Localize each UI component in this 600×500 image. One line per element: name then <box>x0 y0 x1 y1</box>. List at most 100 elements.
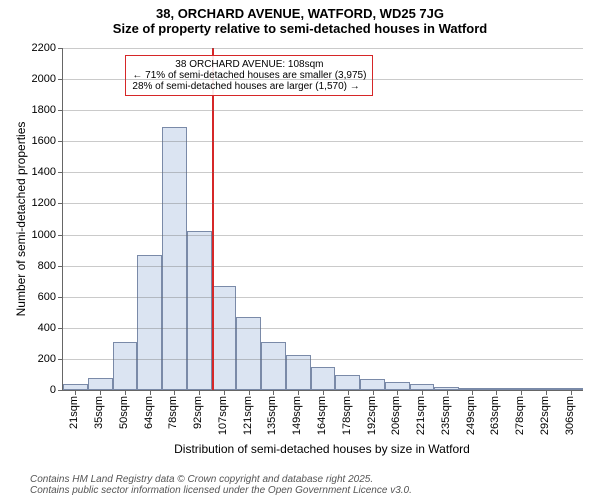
attribution: Contains HM Land Registry data © Crown c… <box>30 474 412 496</box>
x-tick-label: 164sqm <box>316 396 328 435</box>
y-tick <box>58 328 63 329</box>
x-tick-label: 249sqm <box>465 396 477 435</box>
x-tick-label: 278sqm <box>514 396 526 435</box>
x-tick-label: 192sqm <box>366 396 378 435</box>
y-tick <box>58 359 63 360</box>
y-tick <box>58 390 63 391</box>
x-tick-label: 121sqm <box>242 396 254 435</box>
x-tick <box>75 390 76 395</box>
y-tick-label: 800 <box>22 260 56 272</box>
y-gridline <box>63 110 583 111</box>
x-tick <box>100 390 101 395</box>
y-tick <box>58 297 63 298</box>
y-tick <box>58 48 63 49</box>
y-tick <box>58 203 63 204</box>
x-tick-label: 263sqm <box>489 396 501 435</box>
y-gridline <box>63 172 583 173</box>
x-tick <box>323 390 324 395</box>
y-tick-label: 1600 <box>22 135 56 147</box>
y-tick <box>58 79 63 80</box>
y-tick-label: 400 <box>22 322 56 334</box>
x-tick <box>472 390 473 395</box>
y-tick-label: 1400 <box>22 166 56 178</box>
y-gridline <box>63 359 583 360</box>
x-tick <box>397 390 398 395</box>
histogram-bar <box>212 286 237 390</box>
attribution-line-1: Contains HM Land Registry data © Crown c… <box>30 474 412 485</box>
x-tick-label: 235sqm <box>440 396 452 435</box>
x-tick-label: 35sqm <box>93 396 105 429</box>
x-tick <box>125 390 126 395</box>
x-tick <box>447 390 448 395</box>
y-tick-label: 600 <box>22 291 56 303</box>
x-tick-label: 292sqm <box>539 396 551 435</box>
y-gridline <box>63 328 583 329</box>
y-gridline <box>63 48 583 49</box>
x-tick <box>174 390 175 395</box>
histogram-bar <box>113 342 138 390</box>
y-tick-label: 1000 <box>22 229 56 241</box>
reference-line <box>212 48 214 390</box>
y-gridline <box>63 235 583 236</box>
x-tick-label: 78sqm <box>167 396 179 429</box>
x-tick <box>496 390 497 395</box>
chart-container: 38, ORCHARD AVENUE, WATFORD, WD25 7JG Si… <box>0 0 600 500</box>
y-tick-label: 2000 <box>22 73 56 85</box>
y-gridline <box>63 79 583 80</box>
y-gridline <box>63 203 583 204</box>
y-gridline <box>63 297 583 298</box>
x-tick-label: 50sqm <box>118 396 130 429</box>
annotation-line: 28% of semi-detached houses are larger (… <box>132 81 366 92</box>
x-tick <box>249 390 250 395</box>
y-tick-label: 0 <box>22 384 56 396</box>
histogram-bar <box>162 127 187 390</box>
y-gridline <box>63 266 583 267</box>
histogram-bar <box>137 255 162 390</box>
x-tick-label: 21sqm <box>68 396 80 429</box>
x-tick-label: 64sqm <box>143 396 155 429</box>
reference-annotation: 38 ORCHARD AVENUE: 108sqm← 71% of semi-d… <box>125 55 373 96</box>
x-tick-label: 221sqm <box>415 396 427 435</box>
x-tick <box>150 390 151 395</box>
y-tick-label: 2200 <box>22 42 56 54</box>
y-tick <box>58 235 63 236</box>
histogram-bar <box>286 355 311 390</box>
x-tick <box>546 390 547 395</box>
x-tick-label: 107sqm <box>217 396 229 435</box>
x-axis-label: Distribution of semi-detached houses by … <box>62 442 582 456</box>
histogram-bar <box>311 367 336 390</box>
x-tick-label: 206sqm <box>390 396 402 435</box>
histogram-bar <box>261 342 286 390</box>
x-tick <box>373 390 374 395</box>
y-tick <box>58 141 63 142</box>
histogram-bar <box>360 379 385 390</box>
y-tick <box>58 266 63 267</box>
plot-area: 38 ORCHARD AVENUE: 108sqm← 71% of semi-d… <box>62 48 583 391</box>
title-line-2: Size of property relative to semi-detach… <box>0 21 600 36</box>
x-tick <box>422 390 423 395</box>
histogram-bar <box>187 231 212 390</box>
x-tick-label: 178sqm <box>341 396 353 435</box>
x-tick-label: 306sqm <box>564 396 576 435</box>
x-tick-label: 135sqm <box>266 396 278 435</box>
x-tick <box>521 390 522 395</box>
histogram-bar <box>335 375 360 390</box>
x-tick <box>298 390 299 395</box>
histogram-bar <box>385 382 410 390</box>
y-tick-label: 200 <box>22 353 56 365</box>
y-gridline <box>63 141 583 142</box>
x-tick <box>571 390 572 395</box>
attribution-line-2: Contains public sector information licen… <box>30 485 412 496</box>
y-tick <box>58 172 63 173</box>
x-tick <box>348 390 349 395</box>
x-tick-label: 92sqm <box>192 396 204 429</box>
annotation-line: 38 ORCHARD AVENUE: 108sqm <box>132 59 366 70</box>
histogram-bar <box>88 378 113 390</box>
y-tick-label: 1200 <box>22 197 56 209</box>
x-tick-label: 149sqm <box>291 396 303 435</box>
y-tick-label: 1800 <box>22 104 56 116</box>
chart-title: 38, ORCHARD AVENUE, WATFORD, WD25 7JG Si… <box>0 0 600 36</box>
bars-layer <box>63 48 583 390</box>
title-line-1: 38, ORCHARD AVENUE, WATFORD, WD25 7JG <box>0 6 600 21</box>
x-tick <box>199 390 200 395</box>
